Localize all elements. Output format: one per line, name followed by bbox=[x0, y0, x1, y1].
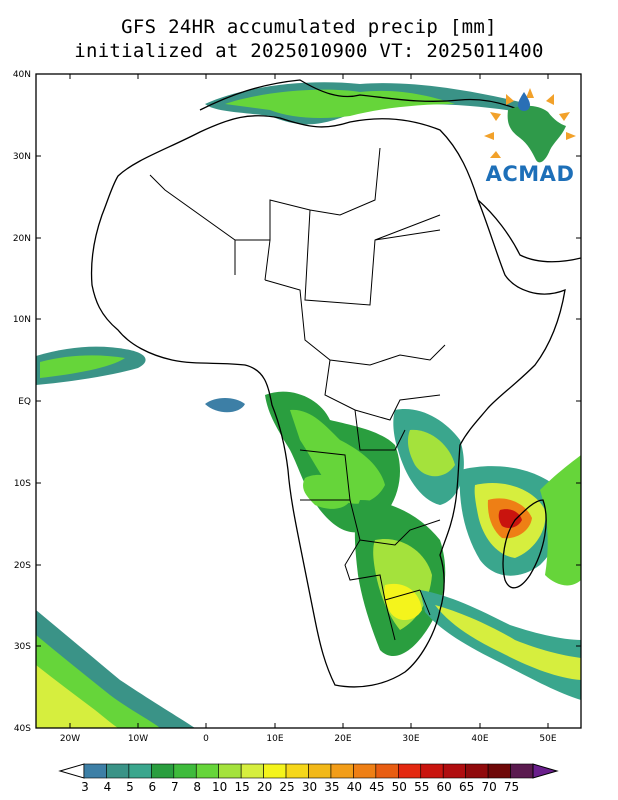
colorbar-swatch bbox=[353, 763, 377, 779]
map-title-line2: initialized at 2025010900 VT: 2025011400 bbox=[74, 40, 544, 62]
colorbar-label: 45 bbox=[369, 780, 384, 794]
lat-tick-label: 10S bbox=[14, 479, 31, 489]
colorbar-swatch bbox=[465, 763, 489, 779]
colorbar-swatch bbox=[195, 763, 220, 779]
colorbar-label: 70 bbox=[481, 780, 496, 794]
colorbar-swatch bbox=[487, 763, 511, 779]
acmad-logo bbox=[484, 88, 576, 163]
country-borders-north bbox=[149, 147, 441, 306]
mediterranean-north bbox=[199, 79, 521, 111]
country-borders-central bbox=[264, 279, 446, 451]
precip-area-atlantic-west-core bbox=[40, 355, 125, 378]
colorbar-label: 8 bbox=[193, 780, 201, 794]
lon-tick-label: 50E bbox=[539, 734, 556, 744]
precip-area-east-africa-core bbox=[407, 429, 455, 477]
precip-area-indian-ocean bbox=[540, 455, 581, 586]
lon-tick-label: 10E bbox=[266, 734, 283, 744]
colorbar-swatch bbox=[308, 763, 332, 779]
lat-tick-label: 20S bbox=[14, 561, 31, 571]
colorbar-swatch bbox=[83, 763, 107, 779]
colorbar: 3 4 5 6 7 8 10 15 20 25 30 35 40 45 50 55 60 65 70 75 bbox=[58, 763, 559, 794]
colorbar-label: 20 bbox=[257, 780, 272, 794]
lat-tick-label: 10N bbox=[13, 315, 31, 325]
precip-area-highveld bbox=[384, 583, 422, 621]
coastlines bbox=[90, 79, 581, 688]
logo-sun-rays bbox=[484, 88, 576, 158]
colorbar-swatch bbox=[442, 763, 466, 779]
precip-area-north-core bbox=[225, 89, 455, 118]
colorbar-label: 65 bbox=[459, 780, 474, 794]
logo-wordmark: ACMAD bbox=[485, 162, 575, 186]
colorbar-label: 15 bbox=[235, 780, 250, 794]
colorbar-label: 60 bbox=[437, 780, 452, 794]
colorbar-swatch bbox=[218, 763, 242, 779]
colorbar-swatch bbox=[510, 763, 534, 779]
lat-tick-label: EQ bbox=[18, 397, 31, 407]
precip-area-gulf bbox=[205, 398, 245, 413]
precip-area-congo-core bbox=[290, 409, 385, 504]
precip-fields bbox=[36, 82, 581, 728]
precip-area-madagascar-peak bbox=[498, 509, 522, 528]
lat-tick-label: 30N bbox=[13, 152, 31, 162]
precip-area-sw-atlantic-peak bbox=[36, 665, 118, 728]
colorbar-label: 10 bbox=[212, 780, 227, 794]
colorbar-swatch bbox=[330, 763, 354, 779]
colorbar-over-arrow bbox=[532, 763, 559, 779]
lon-tick-label: 20W bbox=[60, 734, 80, 744]
precip-area-south-coast-core bbox=[435, 605, 581, 680]
lon-tick-label: 10W bbox=[128, 734, 148, 744]
colorbar-under-arrow bbox=[58, 763, 85, 779]
logo-water-drop bbox=[518, 92, 530, 111]
longitude-axis: 20W 10W 0 10E 20E 30E 40E 50E bbox=[60, 74, 557, 744]
lat-tick-label: 40S bbox=[14, 724, 31, 734]
colorbar-label: 7 bbox=[171, 780, 179, 794]
colorbar-swatch bbox=[128, 763, 152, 779]
colorbar-label: 35 bbox=[324, 780, 339, 794]
colorbar-label: 5 bbox=[126, 780, 134, 794]
colorbar-swatch bbox=[173, 763, 197, 779]
colorbar-swatch bbox=[151, 763, 175, 779]
lon-tick-label: 0 bbox=[203, 734, 209, 744]
colorbar-swatch bbox=[397, 763, 422, 779]
colorbar-swatch bbox=[240, 763, 264, 779]
madagascar-coastline bbox=[502, 499, 547, 589]
colorbar-label: 3 bbox=[81, 780, 89, 794]
lon-tick-label: 40E bbox=[471, 734, 488, 744]
logo-africa-shape bbox=[507, 105, 566, 163]
colorbar-swatch bbox=[420, 763, 444, 779]
colorbar-swatch bbox=[375, 763, 399, 779]
colorbar-label: 25 bbox=[279, 780, 294, 794]
colorbar-label: 75 bbox=[504, 780, 519, 794]
map-title-line1: GFS 24HR accumulated precip [mm] bbox=[121, 16, 497, 38]
colorbar-swatch bbox=[285, 763, 309, 779]
colorbar-label: 40 bbox=[347, 780, 362, 794]
latitude-axis: 40N 30N 20N 10N EQ 10S 20S 30S 40S bbox=[13, 70, 581, 734]
lon-tick-label: 30E bbox=[402, 734, 419, 744]
lat-tick-label: 20N bbox=[13, 234, 31, 244]
africa-coastline bbox=[90, 115, 566, 688]
colorbar-label: 50 bbox=[392, 780, 407, 794]
arabia-coastline bbox=[477, 199, 581, 263]
colorbar-label: 55 bbox=[414, 780, 429, 794]
colorbar-label: 4 bbox=[104, 780, 112, 794]
colorbar-label: 30 bbox=[302, 780, 317, 794]
colorbar-swatch bbox=[106, 763, 130, 779]
colorbar-swatch bbox=[263, 763, 287, 779]
colorbar-label: 6 bbox=[149, 780, 157, 794]
lon-tick-label: 20E bbox=[334, 734, 351, 744]
lat-tick-label: 40N bbox=[13, 70, 31, 80]
lat-tick-label: 30S bbox=[14, 642, 31, 652]
country-borders-south bbox=[299, 449, 441, 641]
